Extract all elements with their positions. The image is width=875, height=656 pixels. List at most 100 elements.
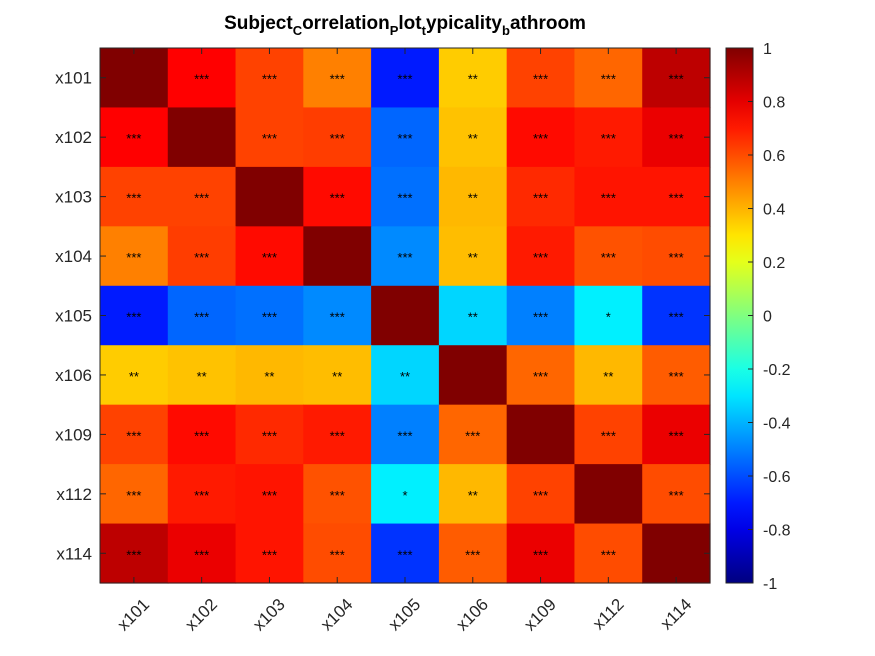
significance-label: ** [129, 369, 139, 384]
heatmap-cell [506, 464, 576, 525]
x-tick-label: x101 [114, 595, 154, 635]
heatmap-cell [371, 404, 440, 465]
significance-label: *** [669, 72, 684, 87]
significance-label: *** [194, 310, 209, 325]
y-tick-label: x101 [55, 69, 92, 88]
title-subscript: b [502, 23, 510, 38]
colorbar-ticks: 1 0.8 0.6 0.4 0.2 0 -0.2 -0.4 -0.6 -0.8 -1 [748, 41, 791, 593]
heatmap-cell [100, 404, 169, 465]
significance-label: *** [262, 547, 277, 562]
significance-label: ** [468, 250, 478, 265]
heatmap-cell [100, 345, 169, 406]
title-segment: Subject [224, 13, 293, 34]
heatmap-cell [235, 107, 304, 168]
heatmap-cell [303, 285, 372, 346]
heatmap-cell [235, 226, 304, 287]
heatmap-cell [438, 166, 508, 227]
heatmap-cell [371, 166, 440, 227]
heatmap-cell [303, 464, 372, 525]
heatmap-cell [574, 404, 643, 465]
significance-label: *** [397, 191, 412, 206]
significance-label: *** [601, 72, 616, 87]
heatmap-cell [506, 523, 576, 584]
x-tick-label: x106 [453, 595, 493, 635]
significance-label: *** [669, 191, 684, 206]
significance-label: * [606, 310, 611, 325]
heatmap-cell [506, 285, 576, 346]
title-subscript: P [390, 23, 399, 38]
heatmap-cell [642, 48, 711, 109]
heatmap-cell [642, 107, 711, 168]
colorbar-tick-label: -0.8 [763, 523, 791, 540]
x-tick-label: x109 [520, 595, 560, 635]
y-tick-label: x112 [56, 485, 92, 504]
significance-label: *** [669, 310, 684, 325]
significance-label: ** [332, 369, 342, 384]
significance-label: *** [601, 131, 616, 146]
heatmap-cell [167, 404, 237, 465]
colorbar-tick-label: -0.2 [763, 362, 791, 379]
significance-label: *** [194, 72, 209, 87]
x-tick-label: x114 [657, 595, 696, 634]
heatmap-cell [100, 523, 169, 584]
significance-label: ** [264, 369, 274, 384]
colorbar-tick-label: 0 [763, 309, 772, 326]
significance-label: *** [194, 428, 209, 443]
significance-label: *** [126, 191, 141, 206]
colorbar-tick-label: 0.6 [763, 148, 785, 165]
significance-label: *** [669, 488, 684, 503]
heatmap-cell [235, 48, 304, 109]
significance-label: ** [400, 369, 410, 384]
significance-label: *** [330, 310, 345, 325]
y-tick-label: x109 [55, 425, 92, 444]
heatmap-cell [303, 107, 372, 168]
title-segment: athroom [510, 13, 586, 34]
heatmap-cell [235, 285, 304, 346]
significance-label: *** [126, 310, 141, 325]
heatmap-cell [574, 226, 643, 287]
significance-label: ** [468, 191, 478, 206]
x-tick-label: x112 [589, 595, 628, 634]
heatmap-cell [438, 285, 508, 346]
significance-label: *** [669, 131, 684, 146]
heatmap-cell [506, 226, 576, 287]
heatmap-cell [100, 48, 169, 109]
heatmap-cell [574, 523, 643, 584]
significance-label: *** [194, 488, 209, 503]
significance-label: *** [669, 369, 684, 384]
heatmap-cell [506, 404, 576, 465]
heatmap-cell [235, 345, 304, 406]
significance-label: *** [262, 72, 277, 87]
significance-label: *** [533, 131, 548, 146]
significance-label: *** [533, 310, 548, 325]
heatmap-cell [371, 226, 440, 287]
significance-label: ** [603, 369, 613, 384]
heatmap-cell [642, 404, 711, 465]
x-tick-label: x104 [317, 595, 357, 635]
significance-label: *** [533, 250, 548, 265]
heatmap-cell [438, 226, 508, 287]
heatmap-cell [506, 107, 576, 168]
heatmap-cell [371, 523, 440, 584]
significance-label: *** [397, 250, 412, 265]
heatmap-cell [303, 523, 372, 584]
heatmap-cell [438, 48, 508, 109]
significance-label: *** [465, 428, 480, 443]
significance-label: ** [468, 310, 478, 325]
heatmap-cell [235, 464, 304, 525]
significance-label: *** [194, 191, 209, 206]
heatmap-cell [235, 404, 304, 465]
significance-label: *** [397, 428, 412, 443]
significance-label: *** [330, 191, 345, 206]
heatmap-cell [574, 285, 643, 346]
heatmap-cells [100, 48, 711, 584]
significance-label: *** [194, 250, 209, 265]
y-tick-label: x102 [55, 128, 92, 147]
heatmap-cell [506, 48, 576, 109]
colorbar: 1 0.8 0.6 0.4 0.2 0 -0.2 -0.4 -0.6 -0.8 -1 [725, 41, 791, 593]
significance-label: *** [262, 250, 277, 265]
y-axis-ticks: x101 x102 x103 x104 x105 x106 x109 x112 x114 [55, 69, 710, 563]
significance-label: *** [669, 250, 684, 265]
colorbar-tick-label: 0.4 [763, 202, 785, 219]
